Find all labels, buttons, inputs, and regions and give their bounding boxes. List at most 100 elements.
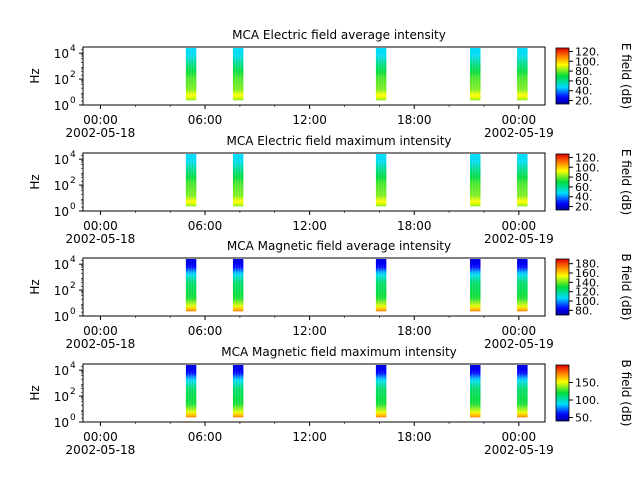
x-date-label: 2002-05-19 — [484, 232, 554, 246]
y-tick-label: 10 — [54, 99, 69, 113]
x-date-label: 2002-05-18 — [66, 443, 136, 457]
plot-frame — [82, 152, 546, 212]
colorbar-tick-label: 80. — [575, 171, 593, 184]
y-tick-exponent: 2 — [70, 70, 76, 80]
colorbar-tick-label: 140. — [575, 276, 600, 289]
panel-title: MCA Electric field maximum intensity — [226, 134, 451, 148]
colorbar-tick-label: 120. — [575, 286, 600, 299]
x-date-label: 2002-05-18 — [66, 126, 136, 140]
x-date-label: 2002-05-18 — [66, 337, 136, 351]
colorbar-tick-label: 100. — [575, 394, 600, 407]
x-tick-label: 00:00 — [502, 219, 537, 233]
colorbar-tick-label: 120. — [575, 151, 600, 164]
x-date-label: 2002-05-18 — [66, 232, 136, 246]
x-tick-label: 18:00 — [397, 113, 432, 127]
panel-title: MCA Magnetic field maximum intensity — [221, 345, 457, 359]
x-date-label: 2002-05-19 — [484, 443, 554, 457]
x-tick-label: 00:00 — [83, 430, 118, 444]
y-tick-exponent: 0 — [70, 96, 76, 106]
colorbar — [555, 364, 570, 422]
x-tick-label: 06:00 — [188, 430, 223, 444]
colorbar-label: B field (dB) — [619, 254, 633, 321]
y-tick-exponent: 0 — [70, 307, 76, 317]
y-tick-exponent: 4 — [70, 44, 76, 54]
x-tick-label: 00:00 — [502, 113, 537, 127]
x-date-label: 2002-05-19 — [484, 337, 554, 351]
y-tick-exponent: 2 — [70, 281, 76, 291]
y-tick-label: 10 — [54, 47, 69, 61]
y-tick-label: 10 — [54, 205, 69, 219]
colorbar-tick-label: 180. — [575, 258, 600, 271]
spectrogram-block — [517, 154, 528, 207]
x-tick-label: 06:00 — [188, 324, 223, 338]
x-tick-label: 12:00 — [292, 219, 327, 233]
spectrogram-block — [185, 154, 197, 207]
colorbar-tick-label: 20. — [575, 95, 593, 108]
colorbar-tick-label: 80. — [575, 304, 593, 317]
panel-title: MCA Magnetic field average intensity — [227, 239, 451, 253]
y-tick-label: 10 — [54, 179, 69, 193]
y-tick-exponent: 4 — [70, 150, 76, 160]
y-tick-exponent: 2 — [70, 176, 76, 186]
colorbar-tick-label: 120. — [575, 45, 600, 58]
colorbar — [555, 258, 570, 316]
spectrogram-block — [232, 365, 244, 418]
spectrogram-block — [470, 259, 481, 312]
panel-title: MCA Electric field average intensity — [232, 28, 446, 42]
x-tick-label: 18:00 — [397, 324, 432, 338]
spectrogram-block — [375, 48, 387, 101]
spectrogram-block — [185, 48, 197, 101]
colorbar-tick-label: 160. — [575, 267, 600, 280]
x-tick-label: 00:00 — [83, 219, 118, 233]
colorbar-label: E field (dB) — [619, 43, 633, 109]
x-tick-label: 06:00 — [188, 219, 223, 233]
y-tick-label: 10 — [54, 364, 69, 378]
y-axis-label: Hz — [28, 385, 42, 400]
y-tick-label: 10 — [54, 258, 69, 272]
spectrogram-block — [517, 259, 528, 312]
y-axis-label: Hz — [28, 68, 42, 83]
spectrogram-block — [185, 365, 197, 418]
x-tick-label: 00:00 — [502, 324, 537, 338]
y-tick-exponent: 4 — [70, 361, 76, 371]
spectrogram-block — [375, 154, 387, 207]
spectrogram-block — [470, 154, 481, 207]
colorbar-tick-label: 150. — [575, 377, 600, 390]
x-tick-label: 12:00 — [292, 430, 327, 444]
spectrogram-block — [185, 259, 197, 312]
spectrogram-block — [375, 259, 387, 312]
x-tick-label: 12:00 — [292, 324, 327, 338]
colorbar-tick-label: 60. — [575, 75, 593, 88]
x-tick-label: 00:00 — [502, 430, 537, 444]
y-tick-label: 10 — [54, 310, 69, 324]
colorbar — [555, 153, 570, 211]
y-tick-label: 10 — [54, 284, 69, 298]
colorbar-label: E field (dB) — [619, 149, 633, 215]
y-tick-label: 10 — [54, 416, 69, 430]
y-axis-label: Hz — [28, 174, 42, 189]
colorbar-tick-label: 100. — [575, 55, 600, 68]
x-date-label: 2002-05-19 — [484, 126, 554, 140]
y-tick-label: 10 — [54, 390, 69, 404]
y-tick-label: 10 — [54, 153, 69, 167]
spectrogram-block — [232, 259, 244, 312]
spectrogram-block — [232, 154, 244, 207]
spectrogram-block — [517, 365, 528, 418]
plot-frame — [82, 46, 546, 106]
y-axis-label: Hz — [28, 279, 42, 294]
colorbar-tick-label: 40. — [575, 191, 593, 204]
colorbar-label: B field (dB) — [619, 360, 633, 427]
y-tick-exponent: 4 — [70, 255, 76, 265]
x-tick-label: 06:00 — [188, 113, 223, 127]
spectrogram-block — [470, 48, 481, 101]
spectrogram-block — [517, 48, 528, 101]
spectrogram-block — [375, 365, 387, 418]
plot-frame — [82, 363, 546, 423]
plot-frame — [82, 257, 546, 317]
x-tick-label: 00:00 — [83, 324, 118, 338]
colorbar-tick-label: 80. — [575, 65, 593, 78]
spectrogram-block — [470, 365, 481, 418]
